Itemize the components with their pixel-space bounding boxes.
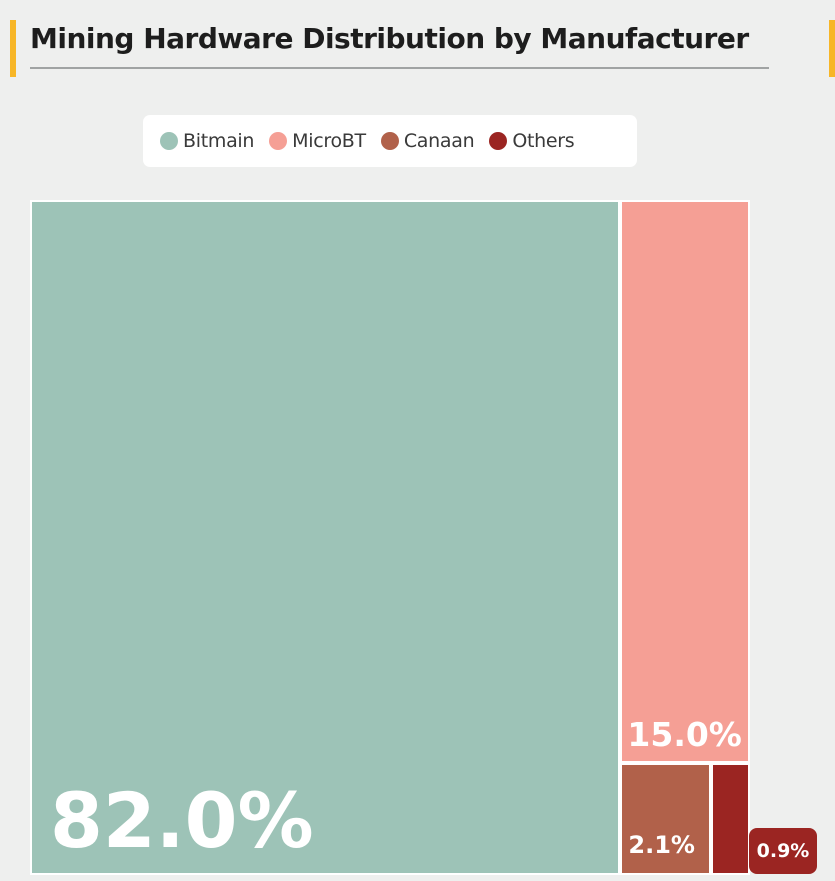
- legend-item-microbt[interactable]: MicroBT: [269, 130, 366, 152]
- legend-label-others: Others: [512, 130, 575, 152]
- legend-item-bitmain[interactable]: Bitmain: [160, 130, 254, 152]
- legend-swatch-others: [489, 132, 508, 150]
- legend-swatch-canaan: [380, 132, 399, 150]
- legend-swatch-bitmain: [160, 132, 178, 150]
- legend-swatch-microbt: [269, 132, 288, 150]
- treemap-tile-microbt[interactable]: [620, 200, 750, 763]
- data-label-others: 0.9%: [749, 827, 817, 874]
- legend-item-others[interactable]: Others: [489, 130, 575, 152]
- treemap-tile-others[interactable]: [711, 762, 750, 875]
- title-underline: [30, 67, 769, 69]
- treemap-tile-bitmain[interactable]: [30, 200, 621, 875]
- data-label-bitmain: 82.0%: [50, 776, 314, 865]
- data-label-microbt: 15.0%: [627, 714, 742, 754]
- title-accent-bar-right: [829, 20, 835, 77]
- chart-title: Mining Hardware Distribution by Manufact…: [30, 22, 749, 55]
- legend-label-canaan: Canaan: [403, 130, 475, 152]
- chart-legend: Bitmain MicroBT Canaan Others: [143, 115, 637, 167]
- data-label-canaan: 2.1%: [628, 831, 695, 859]
- legend-label-microbt: MicroBT: [292, 130, 366, 152]
- title-accent-bar-left: [10, 20, 16, 77]
- legend-label-bitmain: Bitmain: [183, 130, 255, 152]
- legend-item-canaan[interactable]: Canaan: [380, 130, 475, 152]
- treemap-tile-canaan[interactable]: [620, 762, 712, 875]
